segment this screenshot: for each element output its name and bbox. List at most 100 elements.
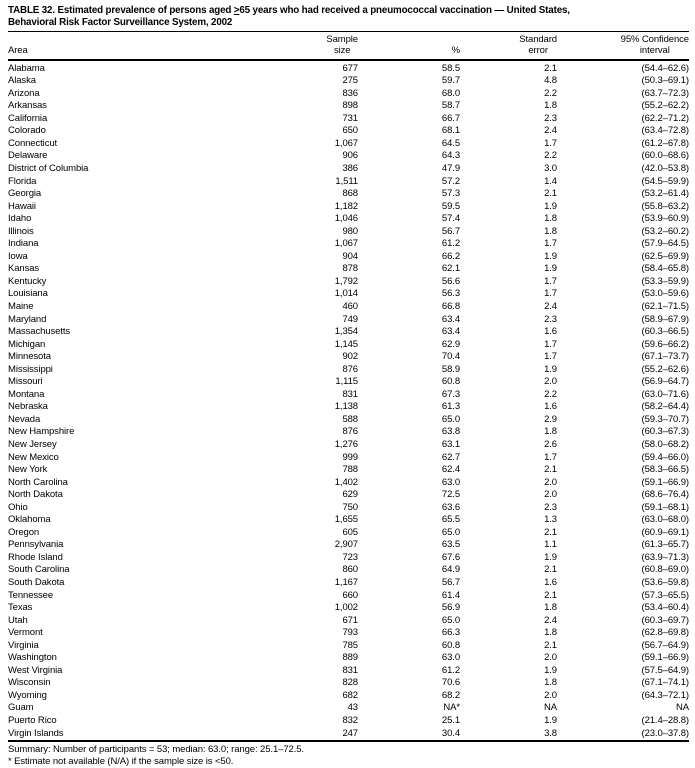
standard-error-cell: 1.6 xyxy=(544,326,557,338)
confidence-interval-cell: (58.3–66.5) xyxy=(641,464,690,476)
confidence-interval-cell: (67.1–73.7) xyxy=(641,351,690,363)
percent-cell: 63.5 xyxy=(441,539,460,551)
percent-cell: 65.5 xyxy=(441,514,460,526)
percent-cell: 58.7 xyxy=(441,100,460,112)
sample-size-cell: 788 xyxy=(342,464,358,476)
confidence-interval-cell: (57.3–65.5) xyxy=(641,589,690,601)
percent-cell: 63.4 xyxy=(441,326,460,338)
confidence-interval-cell: (61.3–65.7) xyxy=(641,539,690,551)
area-cell: Illinois xyxy=(8,225,34,237)
standard-error-cell: 3.8 xyxy=(460,727,557,743)
area-cell: Maryland xyxy=(8,313,47,325)
confidence-interval-cell: (53.2–60.2) xyxy=(641,225,690,237)
confidence-interval-cell: (68.6–76.4) xyxy=(641,489,690,501)
standard-error-cell: 2.0 xyxy=(544,689,557,701)
sample-size-cell: 2,907 xyxy=(334,539,358,551)
percent-cell: 63.0 xyxy=(441,476,460,488)
table-row: Colorado 650 68.1 2.4 (63.4–72.8) xyxy=(8,125,689,138)
percent-cell: 68.0 xyxy=(441,87,460,99)
area-cell: New Hampshire xyxy=(8,426,75,438)
standard-error-cell: 2.1 xyxy=(544,564,557,576)
confidence-interval-cell: (59.1–66.9) xyxy=(641,476,690,488)
percent-cell: 62.1 xyxy=(441,263,460,275)
standard-error-cell: 2.1 xyxy=(544,464,557,476)
percent-cell: 67.6 xyxy=(441,551,460,563)
standard-error-cell: 2.9 xyxy=(544,413,557,425)
table-row: Connecticut 1,067 64.5 1.7 (61.2–67.8) xyxy=(8,138,689,151)
table-row: Maine 460 66.8 2.4 (62.1–71.5) xyxy=(8,301,689,314)
standard-error-cell: 1.9 xyxy=(544,363,557,375)
standard-error-cell: 2.0 xyxy=(544,476,557,488)
confidence-interval-cell: (56.7–64.9) xyxy=(641,639,690,651)
table-row: Guam 43 NA* NA NA xyxy=(8,702,689,715)
standard-error-cell: 1.8 xyxy=(544,100,557,112)
area-cell: Vermont xyxy=(8,627,43,639)
percent-cell: 56.7 xyxy=(441,577,460,589)
percent-cell: 25.1 xyxy=(441,715,460,727)
confidence-interval-cell: (53.4–60.4) xyxy=(641,602,690,614)
area-cell: Kansas xyxy=(8,263,40,275)
area-cell: Arkansas xyxy=(8,100,47,112)
table-row: New Hampshire 876 63.8 1.8 (60.3–67.3) xyxy=(8,426,689,439)
table-row: Nebraska 1,138 61.3 1.6 (58.2–64.4) xyxy=(8,401,689,414)
table-row: New Mexico 999 62.7 1.7 (59.4–66.0) xyxy=(8,452,689,465)
table-row: Oklahoma 1,655 65.5 1.3 (63.0–68.0) xyxy=(8,514,689,527)
standard-error-cell: 1.8 xyxy=(544,677,557,689)
area-cell: Mississippi xyxy=(8,363,53,375)
area-cell: Alaska xyxy=(8,75,36,87)
percent-cell: 67.3 xyxy=(441,388,460,400)
sample-size-cell: 682 xyxy=(342,689,358,701)
standard-error-cell: 1.7 xyxy=(544,451,557,463)
sample-header-line-1: Sample xyxy=(326,34,358,45)
area-cell: New Mexico xyxy=(8,451,59,463)
table-row: Wyoming 682 68.2 2.0 (64.3–72.1) xyxy=(8,690,689,703)
table-row: Vermont 793 66.3 1.8 (62.8–69.8) xyxy=(8,627,689,640)
table-row: South Dakota 1,167 56.7 1.6 (53.6–59.8) xyxy=(8,577,689,590)
area-cell: Maine xyxy=(8,300,34,312)
standard-error-cell: 3.0 xyxy=(544,162,557,174)
confidence-interval-cell: (60.3–69.7) xyxy=(641,614,690,626)
title-line-1: TABLE 32. Estimated prevalence of person… xyxy=(8,5,689,17)
sample-size-cell: 650 xyxy=(342,125,358,137)
sample-size-cell: 677 xyxy=(342,62,358,74)
sample-size-cell: 750 xyxy=(342,501,358,513)
sample-size-cell: 831 xyxy=(342,388,358,400)
table-row: New York 788 62.4 2.1 (58.3–66.5) xyxy=(8,464,689,477)
area-cell: Missouri xyxy=(8,376,43,388)
confidence-interval-cell: (59.1–68.1) xyxy=(641,501,690,513)
table-row: Mississippi 876 58.9 1.9 (55.2–62.6) xyxy=(8,364,689,377)
table-row: South Carolina 860 64.9 2.1 (60.8–69.0) xyxy=(8,564,689,577)
table-row: West Virginia 831 61.2 1.9 (57.5–64.9) xyxy=(8,665,689,678)
sample-header-line-2: size xyxy=(333,44,351,56)
table-row: Rhode Island 723 67.6 1.9 (63.9–71.3) xyxy=(8,552,689,565)
confidence-interval-cell: (53.3–59.9) xyxy=(641,275,690,287)
table-row: Hawaii 1,182 59.5 1.9 (55.8–63.2) xyxy=(8,201,689,214)
percent-cell: 64.3 xyxy=(441,150,460,162)
percent-cell: 58.9 xyxy=(441,363,460,375)
area-cell: Pennsylvania xyxy=(8,539,64,551)
table-row: Virgin Islands 247 30.4 3.8 (23.0–37.8) xyxy=(8,727,689,743)
table-row: Georgia 868 57.3 2.1 (53.2–61.4) xyxy=(8,188,689,201)
table-row: Virginia 785 60.8 2.1 (56.7–64.9) xyxy=(8,640,689,653)
area-cell: Virginia xyxy=(8,639,39,651)
standard-error-cell: 2.2 xyxy=(544,87,557,99)
sample-size-cell: 1,115 xyxy=(335,376,358,388)
sample-size-cell: 793 xyxy=(342,627,358,639)
standard-error-cell: 2.4 xyxy=(544,300,557,312)
table-row: Texas 1,002 56.9 1.8 (53.4–60.4) xyxy=(8,602,689,615)
area-cell: California xyxy=(8,112,48,124)
sample-size-cell: 860 xyxy=(342,564,358,576)
percent-cell: 62.9 xyxy=(441,338,460,350)
area-cell: Rhode Island xyxy=(8,551,63,563)
confidence-interval-cell: (55.2–62.2) xyxy=(641,100,690,112)
percent-cell: 61.2 xyxy=(441,664,460,676)
sample-size-cell: 43 xyxy=(347,702,358,714)
table-row: Michigan 1,145 62.9 1.7 (59.6–66.2) xyxy=(8,339,689,352)
area-cell: West Virginia xyxy=(8,664,63,676)
confidence-interval-cell: (64.3–72.1) xyxy=(641,689,690,701)
prevalence-table: Area Sample size % Standard error xyxy=(8,32,690,743)
area-cell: Louisiana xyxy=(8,288,48,300)
area-cell: Iowa xyxy=(8,250,28,262)
table-row: Kentucky 1,792 56.6 1.7 (53.3–59.9) xyxy=(8,276,689,289)
